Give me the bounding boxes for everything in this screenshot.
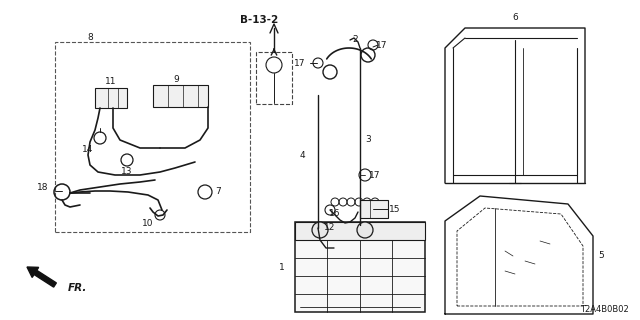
Text: 8: 8 [87, 33, 93, 42]
Text: 2: 2 [352, 36, 358, 44]
Text: 7: 7 [215, 188, 221, 196]
Text: 3: 3 [365, 135, 371, 145]
Text: 10: 10 [142, 219, 154, 228]
Text: 18: 18 [36, 183, 48, 193]
Circle shape [357, 222, 373, 238]
Text: 14: 14 [83, 146, 93, 155]
Text: T2A4B0B02: T2A4B0B02 [580, 306, 628, 315]
Circle shape [312, 222, 328, 238]
Text: 17: 17 [369, 171, 381, 180]
Bar [360, 200, 388, 218]
Text: 17: 17 [376, 41, 388, 50]
FancyArrow shape [27, 267, 56, 287]
Bar [95, 88, 127, 108]
Bar [256, 52, 292, 104]
Bar [295, 222, 425, 240]
Text: 9: 9 [173, 76, 179, 84]
Text: FR.: FR. [68, 283, 88, 293]
Text: 12: 12 [324, 223, 336, 233]
Bar [295, 222, 425, 312]
Text: 1: 1 [279, 262, 285, 271]
Bar [55, 42, 250, 232]
Bar [153, 85, 208, 107]
Text: 15: 15 [389, 204, 401, 213]
Text: 4: 4 [300, 150, 305, 159]
Text: 17: 17 [294, 59, 305, 68]
Text: 16: 16 [329, 209, 340, 218]
Text: 11: 11 [105, 77, 116, 86]
Text: 13: 13 [121, 167, 132, 177]
Text: B-13-2: B-13-2 [240, 15, 278, 25]
Text: 6: 6 [512, 13, 518, 22]
Text: 5: 5 [598, 252, 604, 260]
